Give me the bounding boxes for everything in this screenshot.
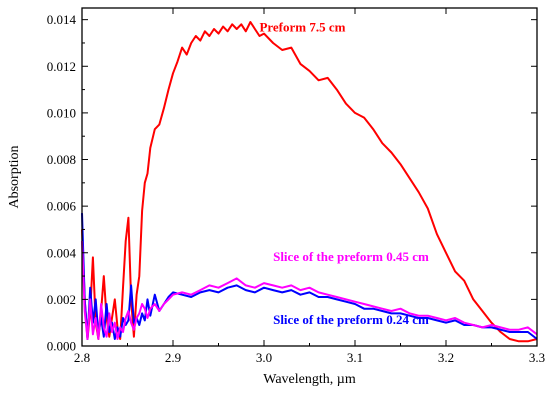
x-tick-label: 3.3	[529, 350, 545, 365]
x-axis-title: Wavelength, µm	[263, 372, 356, 387]
x-tick-label: 3.2	[438, 350, 454, 365]
x-tick-label: 3.1	[347, 350, 363, 365]
y-tick-label: 0.000	[47, 339, 76, 354]
series-line-2	[81, 213, 538, 340]
y-tick-label: 0.006	[47, 199, 77, 214]
y-axis-title: Absorption	[7, 146, 22, 209]
y-tick-label: 0.010	[47, 105, 76, 120]
series-line-1	[81, 241, 538, 340]
x-tick-label: 2.9	[165, 350, 181, 365]
y-tick-label: 0.002	[47, 292, 76, 307]
ticks-layer: 2.8 2.9 3.0 3.1 3.2 3.3 0.000 0.002 0.004 0.006 0.…	[47, 8, 545, 365]
series-label-1: Slice of the preform 0.45 cm	[273, 249, 429, 264]
y-tick-label: 0.014	[47, 12, 77, 27]
plot-frame	[81, 7, 538, 347]
x-tick-label: 2.8	[74, 350, 90, 365]
series-layer	[81, 21, 538, 343]
labels-layer: Preform 7.5 cm Slice of the preform 0.45 …	[259, 19, 429, 327]
series-label-0: Preform 7.5 cm	[259, 19, 345, 34]
series-label-2: Slice of the preform 0.24 cm	[273, 312, 429, 327]
x-tick-label: 3.0	[256, 350, 272, 365]
y-tick-label: 0.012	[47, 59, 76, 74]
y-tick-label: 0.004	[47, 245, 77, 260]
y-tick-label: 0.008	[47, 152, 76, 167]
